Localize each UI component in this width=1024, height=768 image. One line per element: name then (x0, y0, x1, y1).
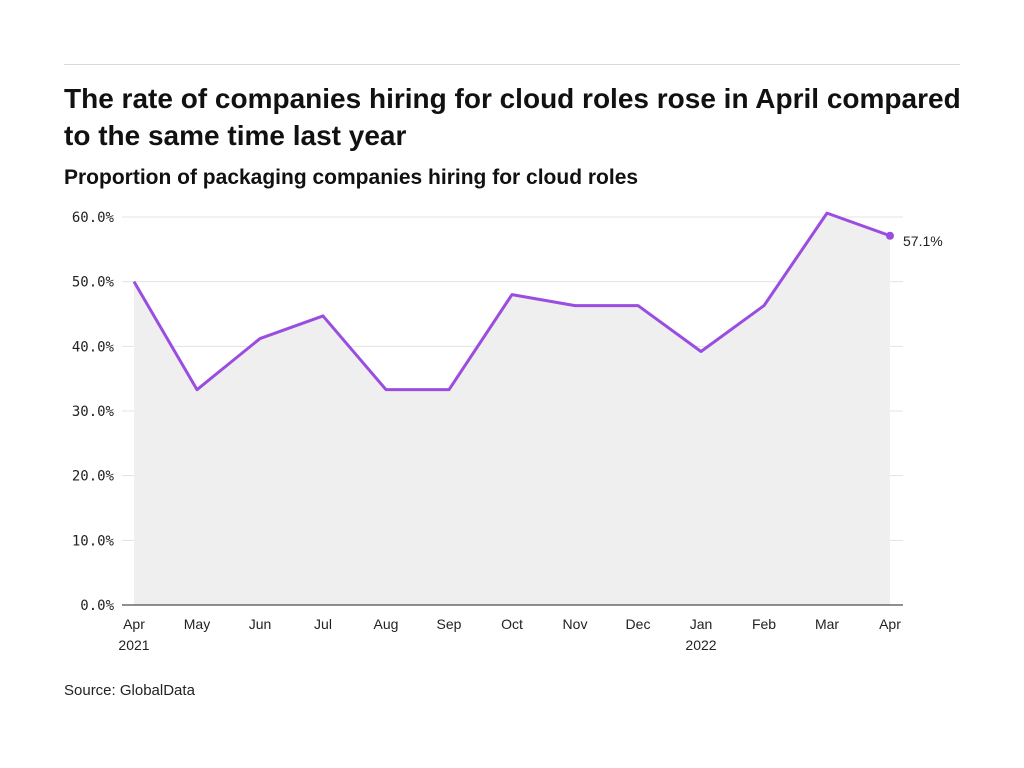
chart-subtitle: Proportion of packaging companies hiring… (64, 166, 639, 189)
y-tick-label: 20.0% (72, 469, 115, 485)
data-points (886, 231, 894, 240)
x-tick-label: Sep (437, 616, 462, 632)
top-divider (64, 64, 960, 65)
x-tick-label: Jan (690, 616, 713, 632)
area-fill (134, 213, 890, 605)
y-tick-label: 60.0% (72, 210, 115, 226)
chart-title: The rate of companies hiring for cloud r… (64, 83, 961, 151)
x-tick-label: May (184, 616, 210, 632)
data-point (886, 231, 894, 240)
end-value-label: 57.1% (903, 233, 943, 249)
y-tick-label: 40.0% (72, 339, 115, 355)
y-tick-label: 0.0% (80, 598, 114, 614)
x-axis: Apr 2021 May Jun Jul Aug Sep Oct Nov Dec Jan 2022 Fe… (118, 616, 901, 653)
x-tick-label: Apr (879, 616, 901, 632)
x-tick-label: Oct (501, 616, 523, 632)
y-tick-label: 50.0% (72, 275, 115, 291)
x-tick-year-label: 2022 (685, 637, 716, 653)
x-tick-label: Feb (752, 616, 776, 632)
x-tick-label: Mar (815, 616, 839, 632)
x-tick-year-label: 2021 (118, 637, 149, 653)
series-line (132, 211, 891, 392)
y-axis: 0.0% 10.0% 20.0% 30.0% 40.0% 50.0% 60.0% (72, 210, 115, 614)
source-note: Source: GlobalData (64, 682, 195, 699)
x-tick-label: Dec (626, 616, 651, 632)
x-tick-label: Apr (123, 616, 145, 632)
x-tick-label: Aug (374, 616, 399, 632)
x-tick-label: Nov (563, 616, 588, 632)
y-tick-label: 10.0% (72, 533, 115, 549)
x-tick-label: Jun (249, 616, 272, 632)
y-tick-label: 30.0% (72, 404, 115, 420)
x-tick-label: Jul (314, 616, 332, 632)
